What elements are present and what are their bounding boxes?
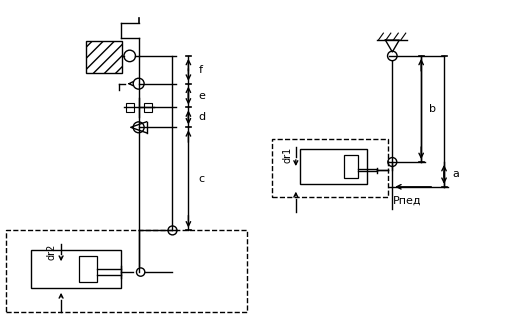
Bar (79, 256, 97, 282)
Circle shape (387, 51, 397, 61)
Bar (31, 250, 121, 288)
Circle shape (133, 78, 144, 89)
Bar (126, 103, 134, 112)
Text: Рпед: Рпед (393, 196, 422, 206)
Bar (6, 231, 247, 312)
Bar (86, 41, 122, 73)
Bar (300, 149, 367, 184)
Text: dr1: dr1 (283, 147, 293, 163)
Bar (272, 139, 388, 197)
Text: e: e (198, 91, 205, 101)
Text: d: d (198, 112, 206, 122)
Text: dr2: dr2 (46, 244, 56, 260)
Circle shape (124, 50, 135, 62)
Circle shape (136, 268, 145, 276)
Circle shape (388, 158, 397, 166)
Text: f: f (198, 65, 202, 75)
Text: a: a (452, 169, 459, 180)
Circle shape (133, 122, 144, 133)
Circle shape (168, 226, 177, 235)
Bar (144, 103, 152, 112)
Bar (344, 155, 358, 178)
Text: b: b (429, 104, 436, 114)
Text: c: c (198, 174, 204, 184)
